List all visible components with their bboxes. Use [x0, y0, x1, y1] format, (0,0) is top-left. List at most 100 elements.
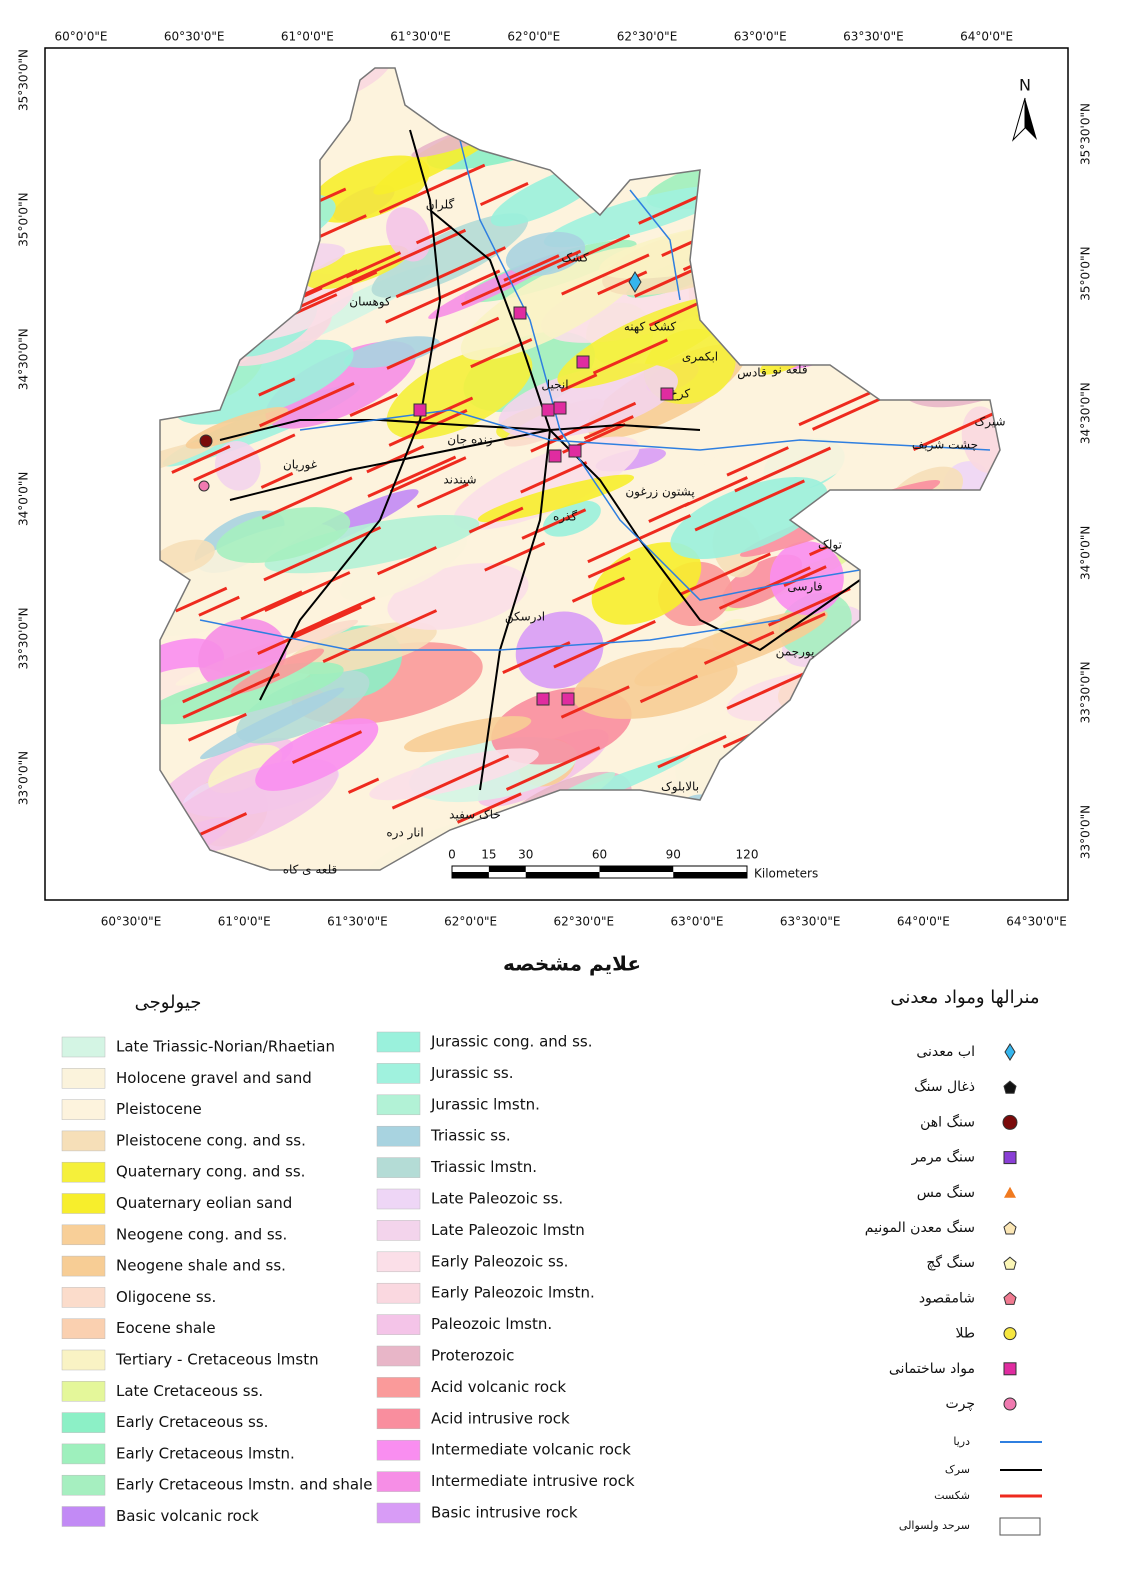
north-label: N [1019, 76, 1031, 95]
place-label: غوریان [283, 458, 317, 473]
fault [521, 508, 587, 540]
place-label: قلعه ی کاه [283, 863, 338, 877]
road [229, 429, 551, 501]
place-label: گذره [553, 510, 577, 525]
scale-label: 60 [592, 848, 607, 862]
district-border [159, 67, 1001, 871]
legend-label: Jurassic ss. [430, 1064, 514, 1082]
lat-label: 33°30'0"N [17, 607, 31, 669]
place-label: ادرسکن [505, 610, 545, 625]
legend-label: دریا [953, 1435, 970, 1448]
geology-unit [498, 363, 678, 439]
fault [347, 777, 380, 794]
fault [378, 163, 486, 214]
geology-unit [309, 155, 430, 223]
lon-label: 63°0'0"E [734, 30, 787, 44]
fault [291, 605, 356, 637]
geology-unit [343, 336, 440, 369]
legend-swatch [376, 1125, 421, 1147]
lon-label: 61°30'0"E [390, 30, 451, 44]
legend-label: Early Cretaceous lmstn. and shale [116, 1476, 372, 1494]
road [429, 209, 551, 431]
lat-label: 34°0'0"N [1079, 526, 1093, 580]
fault [484, 541, 546, 572]
fault [259, 382, 355, 428]
legend-label: Early Cretaceous lmstn. [116, 1444, 295, 1462]
legend-swatch [61, 1381, 106, 1402]
place-label: گلران [426, 198, 455, 213]
legend-swatch [61, 1287, 106, 1308]
legend-label: سنگ معدن المونیم [865, 1219, 975, 1236]
fault [583, 415, 634, 440]
mineral-marker [536, 692, 550, 706]
fault [187, 712, 247, 742]
legend-label: مواد ساختمانی [889, 1361, 975, 1377]
lat-label: 35°0'0"N [1079, 246, 1093, 300]
legend-swatch [376, 1094, 421, 1116]
place-label: فارسی [787, 580, 822, 595]
geology-unit [543, 185, 728, 248]
road [219, 419, 701, 441]
scale-segment [452, 872, 489, 878]
legend-swatch [61, 1161, 106, 1183]
lat-label: 35°30'0"N [1079, 103, 1093, 165]
minerals-title: منرالها ومواد معدنی [890, 987, 1039, 1008]
fault [240, 590, 303, 621]
mineral-marker [561, 692, 575, 706]
legend-label: Acid volcanic rock [431, 1378, 566, 1396]
legend-label: Late Paleozoic ss. [431, 1190, 563, 1208]
lon-label: 63°0'0"E [671, 915, 724, 929]
legend-label: Holocene gravel and sand [116, 1069, 312, 1087]
lat-label: 33°30'0"N [1079, 661, 1093, 723]
lon-label: 62°30'0"E [554, 915, 615, 929]
legend-label: Basic volcanic rock [116, 1507, 259, 1525]
place-label: شیندند [443, 473, 476, 487]
legend-label: Tertiary - Cretaceous lmstn [115, 1351, 319, 1369]
fault [505, 746, 601, 791]
geology-unit [371, 213, 529, 298]
place-label: پشتون زرغون [625, 485, 694, 500]
legend-swatch [376, 1471, 421, 1492]
legend-label: شکست [934, 1489, 970, 1502]
road [549, 429, 861, 652]
mineral-marker [513, 306, 527, 320]
legend-swatch [376, 1345, 421, 1367]
legend-swatch [376, 1502, 421, 1524]
fault [556, 233, 631, 270]
legend-swatch [61, 1193, 106, 1214]
lon-label: 64°30'0"E [1006, 915, 1067, 929]
fault [503, 254, 560, 282]
lon-label: 64°0'0"E [897, 915, 950, 929]
geology-unit [557, 295, 737, 389]
legend-label: Late Triassic-Norian/Rhaetian [116, 1038, 335, 1056]
fault [657, 734, 727, 769]
lat-label: 35°0'0"N [17, 192, 31, 246]
legend-swatch [61, 1318, 106, 1339]
mineral-marker [548, 449, 562, 463]
legend-label: Early Paleozoic lmstn. [431, 1284, 595, 1302]
fault [502, 641, 571, 675]
scale-bar: 0 15 30 60 90 120 Kilometers [448, 848, 818, 881]
lon-label: 61°0'0"E [281, 30, 334, 44]
legend-symbol [1003, 1327, 1017, 1341]
fault [726, 446, 789, 477]
legend-symbol [1002, 1114, 1018, 1130]
mineral-marker [541, 403, 555, 417]
legend-symbol [1004, 1186, 1016, 1198]
fault [258, 377, 296, 397]
legend-swatch [376, 1031, 421, 1053]
scale-segment [488, 866, 526, 872]
legend-label: سنگ گچ [926, 1254, 975, 1271]
geology-unit [214, 441, 261, 491]
legend-label: اب معدنی [916, 1044, 975, 1060]
legend-swatch [376, 1220, 421, 1241]
legend-swatch [376, 1282, 421, 1304]
fault [367, 455, 457, 498]
place-label: چشت شریف [912, 438, 978, 453]
lon-label: 60°0'0"E [55, 30, 108, 44]
place-label: کشک کهنه [624, 320, 677, 334]
place-label: پورچمن [776, 645, 815, 660]
legend-swatch [61, 1412, 106, 1433]
legend-swatch [376, 1314, 421, 1335]
legend-symbol [1003, 1256, 1017, 1270]
